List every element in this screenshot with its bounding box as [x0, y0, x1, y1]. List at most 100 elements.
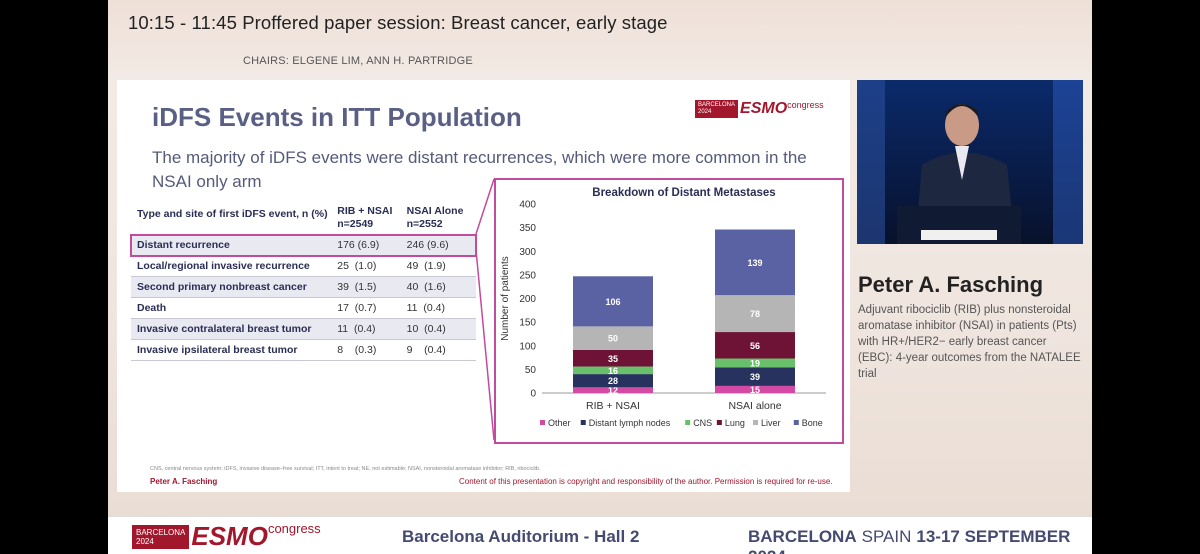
presentation-slide: iDFS Events in ITT Population BARCELONA … [117, 80, 850, 492]
row-nsai-value: 9 (0.4) [406, 344, 446, 356]
bar-segment [715, 358, 795, 368]
right-letterbox [1092, 0, 1200, 554]
row-nsai-value: 40 (1.6) [406, 281, 446, 293]
speaker-video-image [857, 80, 1083, 244]
bar-segment [573, 326, 653, 351]
logo-box: BARCELONA 2024 [695, 100, 739, 118]
bar-segment [715, 295, 795, 333]
bottom-logo-city: BARCELONA [136, 527, 186, 537]
header-type: Type and site of first iDFS event, n (%) [137, 208, 328, 220]
room-name: Barcelona Auditorium - Hall 2 [402, 527, 640, 546]
y-tick-label: 350 [519, 223, 536, 234]
bar-segment [573, 374, 653, 388]
legend-label: Liver [761, 418, 781, 428]
data-label: 139 [747, 258, 762, 268]
esmo-logo: BARCELONA 2024 ESMO congress [695, 100, 824, 118]
header-line: n=2552 [406, 218, 443, 230]
row-label: Second primary nonbreast cancer [137, 281, 307, 293]
slide-title: iDFS Events in ITT Population [152, 102, 522, 132]
table-row: Invasive contralateral breast tumor 11 (0… [131, 319, 476, 340]
bar-segment [573, 387, 653, 393]
bottom-esmo-logo: BARCELONA 2024 ESMO congress [132, 521, 321, 552]
stream-screen: 10:15 - 11:45 Proffered paper session: B… [108, 0, 1092, 554]
row-label: Invasive contralateral breast tumor [137, 323, 312, 335]
data-label: 50 [608, 334, 618, 344]
bar-segment [715, 367, 795, 386]
table-header: Type and site of first iDFS event, n (%)… [131, 197, 476, 235]
data-label: 35 [608, 354, 618, 364]
country-name: SPAIN [861, 527, 912, 546]
row-nsai-value: 10 (0.4) [406, 323, 446, 335]
data-label: 28 [608, 376, 618, 386]
slide-subtitle: The majority of iDFS events were distant… [152, 148, 807, 191]
chart-svg: Breakdown of Distant Metastases 0 50 100 150… [500, 187, 826, 428]
legend-swatch [580, 420, 586, 425]
legend-swatch [753, 420, 759, 425]
bar-segment [573, 276, 653, 327]
row-rib-value: 11 (0.4) [337, 323, 376, 335]
chart-title: Breakdown of Distant Metastases [592, 187, 775, 199]
y-tick-label: 50 [525, 365, 537, 376]
speaker-description: Adjuvant ribociclib (RIB) plus nonsteroi… [858, 304, 1081, 380]
legend-swatch [540, 420, 545, 425]
metastases-chart: Breakdown of Distant Metastases 0 50 100 150… [494, 178, 844, 444]
row-rib-value: 25 (1.0) [337, 260, 377, 272]
data-label: 12 [608, 386, 618, 396]
y-tick-label: 200 [519, 294, 536, 305]
row-label: Distant recurrence [137, 239, 230, 251]
header-nsai: NSAI Alone n=2552 [407, 205, 476, 231]
background-decoration [108, 0, 1092, 80]
y-tick-label: 0 [530, 389, 536, 400]
bar-segment [715, 229, 795, 296]
logo-esmo: ESMO [740, 100, 788, 117]
bottom-logo-esmo: ESMO [191, 521, 268, 551]
y-axis-label: Number of patients [500, 256, 511, 341]
category-label: RIB + NSAI [586, 400, 640, 412]
speaker-video [857, 80, 1083, 244]
header-line: NSAI Alone [406, 205, 464, 217]
category-label: NSAI alone [728, 400, 781, 412]
data-label: 19 [750, 358, 760, 368]
data-label: 39 [750, 372, 760, 382]
legend-label: Bone [802, 418, 823, 428]
city-name: BARCELONA [748, 527, 857, 546]
row-label: Death [137, 302, 167, 314]
y-tick-label: 100 [519, 341, 536, 352]
bar-segment [715, 385, 795, 393]
bottom-logo-box: BARCELONA 2024 [132, 524, 190, 549]
data-label: 15 [750, 385, 760, 395]
row-nsai-value: 49 (1.9) [406, 260, 446, 272]
left-letterbox [0, 0, 108, 554]
bar-segment [573, 350, 653, 367]
table-row: Second primary nonbreast cancer 39 (1.5) 4… [131, 277, 476, 298]
logo-congress: congress [787, 100, 824, 110]
table-row: Invasive ipsilateral breast tumor 8 (0.3)… [131, 340, 476, 361]
bottom-logo-congress: congress [267, 521, 321, 536]
y-tick-label: 300 [519, 247, 536, 258]
slide-footnote: CNS, central nervous system; iDFS, invas… [150, 466, 541, 472]
legend-swatch [793, 420, 799, 425]
slide-copyright: Content of this presentation is copyrigh… [459, 477, 833, 486]
y-tick-label: 400 [519, 200, 536, 211]
session-chairs: CHAIRS: ELGENE LIM, ANN H. PARTRIDGE [243, 55, 473, 67]
bar-segment [715, 332, 795, 359]
data-label: 56 [750, 341, 760, 351]
data-label: 16 [608, 366, 618, 376]
header-line: RIB + NSAI [337, 205, 393, 217]
callout-connector [475, 178, 495, 441]
table-row: Local/regional invasive recurrence 25 (1.… [131, 256, 476, 277]
y-tick-label: 150 [519, 318, 536, 329]
header-line: n=2549 [337, 218, 374, 230]
legend-swatch [716, 420, 722, 425]
table-row: Distant recurrence 176 (6.9) 246 (9.6) [130, 234, 477, 257]
legend-label: CNS [693, 418, 712, 428]
logo-year: 2024 [698, 109, 712, 115]
y-tick-label: 250 [519, 270, 536, 281]
data-label: 78 [750, 309, 760, 319]
bottom-bar: BARCELONA 2024 ESMO congress Barcelona A… [108, 516, 1092, 554]
session-title: 10:15 - 11:45 Proffered paper session: B… [128, 12, 668, 33]
row-nsai-value: 11 (0.4) [406, 302, 445, 314]
header-rib: RIB + NSAI n=2549 [337, 205, 406, 231]
legend-label: Lung [725, 418, 745, 428]
